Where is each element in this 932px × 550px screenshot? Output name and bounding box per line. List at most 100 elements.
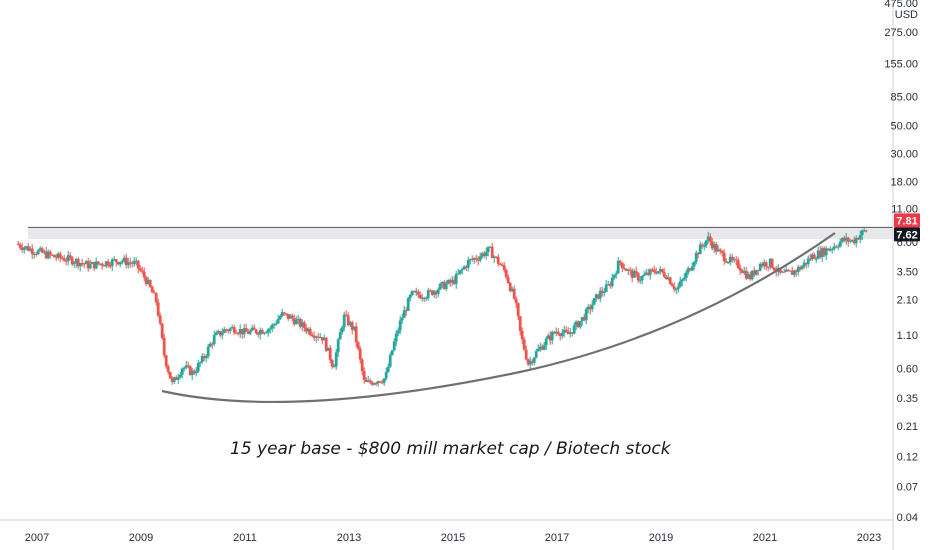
candle-body <box>324 337 328 351</box>
candle-body <box>544 338 548 346</box>
candle <box>406 296 410 312</box>
candle <box>448 277 452 287</box>
y-tick-label: 275.00 <box>884 27 918 39</box>
candle-body <box>732 259 736 261</box>
candle <box>658 266 662 275</box>
candle <box>226 328 230 334</box>
candle <box>130 260 134 268</box>
candle <box>816 246 820 260</box>
candle <box>844 232 848 245</box>
candle-body <box>304 327 308 332</box>
candle-body <box>290 315 294 319</box>
candle <box>608 281 612 289</box>
candle-body <box>510 288 514 292</box>
candle <box>122 255 126 264</box>
candle-body <box>810 254 814 260</box>
candle <box>728 253 732 266</box>
candle <box>338 328 342 340</box>
candle-body <box>518 316 522 331</box>
candle-body <box>792 270 796 275</box>
candle-body <box>414 291 418 293</box>
candle-body <box>260 329 264 334</box>
candle <box>702 242 706 251</box>
candle-body <box>788 270 792 272</box>
candle-body <box>514 298 518 304</box>
candle-body <box>758 263 762 271</box>
candle-body <box>138 268 142 271</box>
candle-body <box>632 271 636 278</box>
candle-body <box>76 259 80 267</box>
candle <box>262 331 266 336</box>
candle <box>568 327 572 338</box>
candle-body <box>370 382 374 385</box>
candle <box>546 333 550 339</box>
candle-body <box>226 330 230 332</box>
candle-body <box>184 365 188 368</box>
candle <box>264 330 268 334</box>
candle <box>430 289 434 296</box>
candle <box>692 260 696 271</box>
candle-body <box>188 366 192 376</box>
candle-body <box>690 266 694 271</box>
candle <box>114 258 118 267</box>
candle <box>858 230 862 244</box>
candle-body <box>702 245 706 247</box>
candle <box>590 300 594 313</box>
candle-body <box>640 275 644 281</box>
candle-body <box>70 257 74 265</box>
candle <box>772 267 776 272</box>
candle <box>384 367 388 381</box>
candle <box>38 246 42 252</box>
candle <box>492 255 496 263</box>
candle <box>56 251 60 261</box>
candle-body <box>198 362 202 364</box>
candle-body <box>176 377 180 380</box>
candle-body <box>586 306 590 310</box>
candle <box>806 255 810 268</box>
candle <box>132 256 136 267</box>
candle <box>802 259 806 269</box>
candle <box>486 246 490 257</box>
candle <box>740 269 744 274</box>
candle <box>46 249 50 260</box>
candle-body <box>568 332 572 335</box>
candle <box>156 298 160 318</box>
candle <box>414 287 418 297</box>
candle-body <box>694 252 698 262</box>
candle-body <box>18 244 22 248</box>
candle-body <box>134 260 138 262</box>
candle <box>720 249 724 257</box>
candle <box>472 257 476 264</box>
candle-body <box>48 251 52 255</box>
candle-body <box>584 309 588 321</box>
candle <box>848 238 852 244</box>
candle <box>784 265 788 272</box>
candle-body <box>442 281 446 290</box>
candle <box>516 302 520 320</box>
candle <box>290 313 294 322</box>
candle <box>312 331 316 342</box>
candle <box>210 341 214 349</box>
candle <box>188 365 192 376</box>
candle <box>464 265 468 272</box>
candle-body <box>750 270 754 280</box>
candle-body <box>716 249 720 252</box>
candle <box>454 270 458 289</box>
candle <box>646 268 650 277</box>
price-badges: 7.81 7.62 <box>894 213 920 242</box>
candle-body <box>700 244 704 246</box>
candle-body <box>618 260 622 263</box>
candle-body <box>526 359 530 365</box>
candle-body <box>126 262 130 266</box>
candle <box>476 255 480 266</box>
candle <box>648 268 652 280</box>
candle <box>22 246 26 254</box>
candle <box>812 252 816 259</box>
candle-body <box>336 339 340 353</box>
candle <box>396 327 400 337</box>
candle-body <box>350 322 354 330</box>
candle-body <box>466 260 470 268</box>
candle <box>254 329 258 335</box>
candle-body <box>114 259 118 263</box>
candle-body <box>116 262 120 265</box>
